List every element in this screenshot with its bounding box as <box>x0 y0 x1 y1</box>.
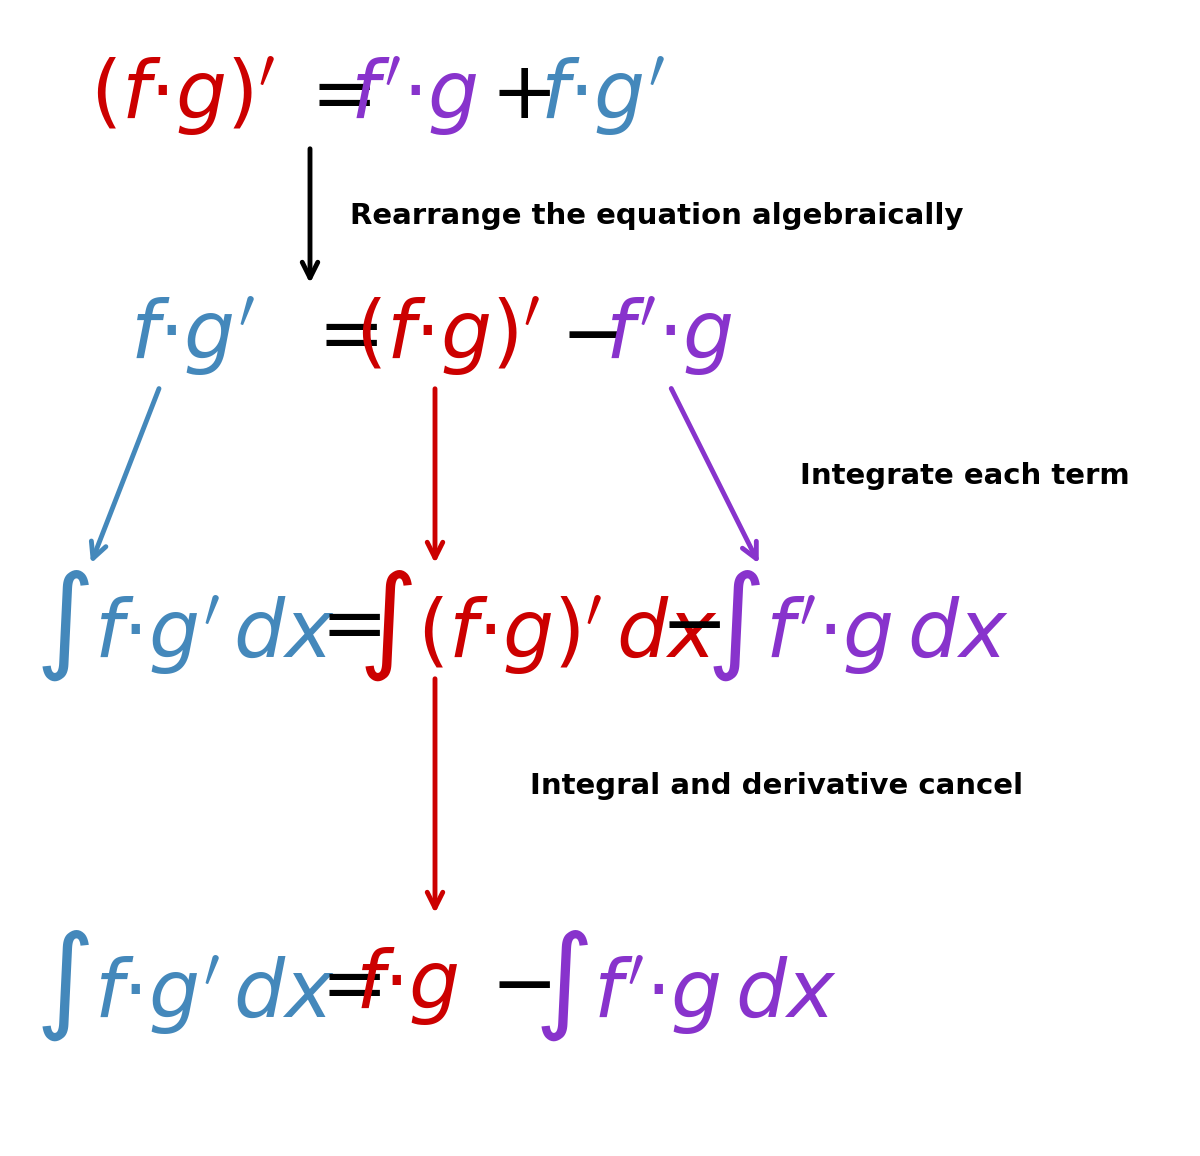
Text: $=$: $=$ <box>302 297 378 375</box>
Text: $=$: $=$ <box>305 587 382 665</box>
Text: $\int f{\cdot}g'\,dx$: $\int f{\cdot}g'\,dx$ <box>35 569 335 683</box>
Text: $f{\cdot}g'$: $f{\cdot}g'$ <box>540 54 666 138</box>
Text: $-$: $-$ <box>560 297 620 375</box>
Text: Integral and derivative cancel: Integral and derivative cancel <box>530 772 1024 800</box>
Text: $=$: $=$ <box>295 57 372 135</box>
Text: $\int f'{\cdot}g\,dx$: $\int f'{\cdot}g\,dx$ <box>706 569 1008 683</box>
Text: $(f{\cdot}g)'$: $(f{\cdot}g)'$ <box>90 54 275 138</box>
Text: $-$: $-$ <box>490 947 551 1025</box>
Text: $\int(f{\cdot}g)'\,dx$: $\int(f{\cdot}g)'\,dx$ <box>358 569 718 683</box>
Text: $\int f'{\cdot}g\,dx$: $\int f'{\cdot}g\,dx$ <box>534 928 836 1044</box>
Text: $f{\cdot}g'$: $f{\cdot}g'$ <box>130 295 256 378</box>
Text: Rearrange the equation algebraically: Rearrange the equation algebraically <box>350 202 964 230</box>
Text: $f'{\cdot}g$: $f'{\cdot}g$ <box>605 295 733 378</box>
Text: Integrate each term: Integrate each term <box>800 462 1129 490</box>
Text: $(f{\cdot}g)'$: $(f{\cdot}g)'$ <box>355 295 540 378</box>
Text: $-$: $-$ <box>660 587 721 665</box>
Text: $=$: $=$ <box>305 947 382 1025</box>
Text: $f'{\cdot}g$: $f'{\cdot}g$ <box>350 54 478 138</box>
Text: $f{\cdot}g$: $f{\cdot}g$ <box>355 944 458 1027</box>
Text: $+$: $+$ <box>490 57 551 135</box>
Text: $\int f{\cdot}g'\,dx$: $\int f{\cdot}g'\,dx$ <box>35 928 335 1044</box>
